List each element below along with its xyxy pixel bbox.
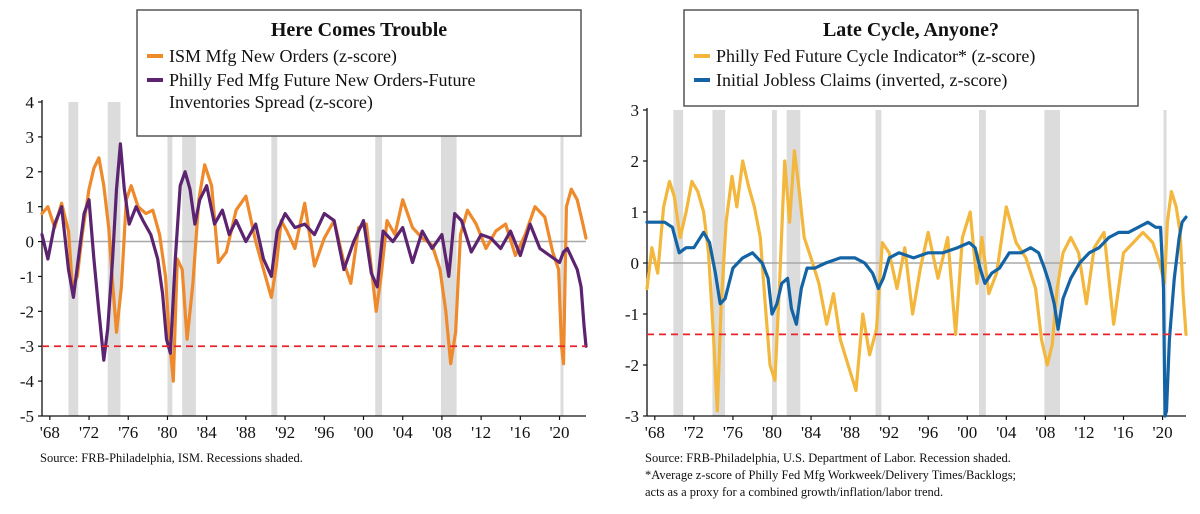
x-tick-label: '12 [1074, 423, 1094, 442]
x-tick-label: '04 [996, 423, 1017, 442]
y-tick-label: -2 [20, 302, 34, 321]
x-tick-label: '84 [197, 423, 218, 442]
series-line-1 [645, 215, 1188, 418]
x-tick-label: '76 [723, 423, 743, 442]
legend-label-1: Initial Jobless Claims (inverted, z-scor… [716, 70, 1007, 91]
legend-box [683, 9, 1139, 107]
chart-left: 4 3 2 1 0 -1 -2 -3 -4 -5 '68 '72 '76 '80 '84 '88 '92 '96 '… [20, 9, 588, 442]
recession-band-6 [440, 102, 457, 416]
x-tick-label: '72 [79, 423, 99, 442]
y-tick-label: -1 [20, 267, 34, 286]
series-line-1 [40, 142, 588, 362]
footnote-right-line-2: acts as a proxy for a combined growth/in… [645, 485, 944, 499]
x-tick-label: '88 [840, 423, 860, 442]
legend-label-1: Philly Fed Mfg Future New Orders-Future [169, 70, 475, 90]
y-tick-label: -2 [625, 356, 639, 375]
x-tick-label: '20 [549, 423, 569, 442]
series-line-0 [645, 149, 1188, 413]
x-tick-label: '16 [1113, 423, 1133, 442]
y-tick-label: 2 [631, 152, 640, 171]
x-tick-label: '72 [684, 423, 704, 442]
x-tick-label: '80 [157, 423, 177, 442]
footnote-right-line-1: *Average z-score of Philly Fed Mfg Workw… [645, 468, 1017, 482]
x-tick-label: '16 [510, 423, 530, 442]
y-tick-label: 1 [631, 203, 640, 222]
x-tick-label: '08 [432, 423, 452, 442]
x-tick-label: '00 [353, 423, 373, 442]
x-tick-label: '76 [118, 423, 138, 442]
y-tick-label: 3 [26, 128, 35, 147]
legend-label-1: Inventories Spread (z-score) [169, 92, 373, 113]
x-tick-label: '04 [393, 423, 414, 442]
x-tick-label: '68 [645, 423, 665, 442]
x-tick-label: '12 [471, 423, 491, 442]
chart-title: Here Comes Trouble [271, 19, 447, 41]
y-tick-label: 2 [26, 163, 35, 182]
x-tick-label: '68 [40, 423, 60, 442]
y-tick-label: 4 [26, 93, 35, 112]
x-tick-label: '08 [1035, 423, 1055, 442]
x-tick-label: '00 [957, 423, 977, 442]
x-tick-label: '20 [1153, 423, 1173, 442]
y-tick-label: -3 [625, 407, 639, 426]
legend-box [136, 9, 582, 137]
x-tick-label: '88 [236, 423, 256, 442]
x-tick-label: '96 [314, 423, 334, 442]
y-tick-label: -1 [625, 305, 639, 324]
chart-right: 3 2 1 0 -1 -2 -3 '68 '72 '76 '80 '84 '88 '92 '96 '00 '04… [625, 9, 1188, 442]
y-tick-label: 0 [26, 233, 35, 252]
recession-band-2 [167, 102, 173, 416]
x-tick-label: '92 [275, 423, 295, 442]
y-tick-label: -5 [20, 407, 34, 426]
source-note-right: Source: FRB-Philadelphia, U.S. Departmen… [645, 451, 1011, 465]
x-tick-label: '84 [801, 423, 822, 442]
y-tick-label: 1 [26, 198, 35, 217]
recession-band-0 [68, 102, 79, 416]
chart-title: Late Cycle, Anyone? [823, 19, 999, 41]
legend-label-0: Philly Fed Future Cycle Indicator* (z-sc… [716, 46, 1035, 67]
y-tick-label: 3 [631, 101, 640, 120]
x-tick-label: '96 [918, 423, 938, 442]
source-note-left: Source: FRB-Philadelphia, ISM. Recession… [40, 451, 303, 465]
x-tick-label: '92 [879, 423, 899, 442]
x-tick-label: '80 [762, 423, 782, 442]
y-tick-label: 0 [631, 254, 640, 273]
y-tick-label: -4 [20, 372, 35, 391]
legend-label-0: ISM Mfg New Orders (z-score) [169, 46, 397, 67]
y-tick-label: -3 [20, 337, 34, 356]
series-line-0 [40, 156, 588, 383]
